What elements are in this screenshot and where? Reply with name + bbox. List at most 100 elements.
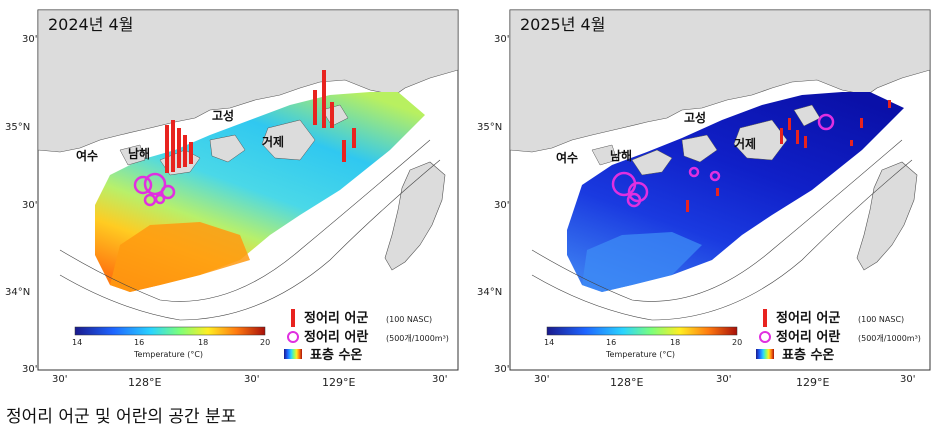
lon-ticks: 30' 128°E 30' 129°E 30' — [534, 374, 915, 389]
lon-tick: 129°E — [322, 376, 355, 389]
egg-legend-symbol — [759, 331, 771, 343]
panel-title: 2025년 4월 — [520, 15, 605, 34]
colorbar-ticks: 14 16 18 20 — [72, 338, 270, 347]
lon-tick: 30' — [716, 374, 731, 385]
land-mainland — [38, 10, 458, 153]
egg-circle — [154, 193, 166, 205]
map-2024: 2024년 4월 여수 남해 고성 거제 30' 35°N 30' 34°N 3… — [5, 9, 459, 389]
isobath — [531, 159, 913, 321]
sst-legend-label: 표층 수온 — [310, 347, 362, 363]
isobath — [531, 139, 903, 302]
school-bar — [780, 128, 783, 144]
school-bar — [322, 70, 326, 128]
school-bar — [804, 136, 807, 148]
sst-legend-symbol — [756, 349, 774, 359]
egg-circle — [160, 184, 176, 200]
sst-legend-label: 표층 수온 — [782, 347, 834, 363]
map-panel-2024: 2024년 4월 여수 남해 고성 거제 30' 35°N 30' 34°N 3… — [0, 0, 460, 390]
lat-tick: 30' — [494, 364, 509, 375]
school-bar — [850, 140, 853, 146]
lon-tick: 128°E — [128, 376, 161, 389]
egg-circle — [817, 113, 835, 131]
school-legend-label: 정어리 어군 — [304, 310, 368, 326]
sst-warm-core — [110, 222, 250, 292]
school-bar — [165, 125, 169, 173]
egg-legend-unit: (500개/1000m³) — [858, 333, 921, 343]
egg-circle — [143, 172, 167, 196]
place-geoje: 거제 — [734, 136, 756, 151]
school-bar — [686, 200, 689, 212]
land-tsushima — [384, 161, 446, 271]
lon-tick: 128°E — [610, 376, 643, 389]
school-bar — [342, 140, 346, 162]
isobath — [59, 159, 441, 321]
colorbar-tick: 16 — [134, 338, 144, 347]
lon-tick: 30' — [534, 374, 549, 385]
school-bar — [716, 188, 719, 196]
school-legend-unit: (100 NASC) — [858, 315, 904, 324]
egg-circle — [627, 181, 649, 203]
lat-tick: 35°N — [5, 122, 30, 133]
egg-circle — [709, 170, 721, 182]
school-bar — [860, 118, 863, 128]
egg-circle — [688, 166, 700, 178]
place-namhae: 남해 — [128, 146, 150, 161]
figure-caption: 정어리 어군 및 어란의 공간 분포 — [6, 407, 237, 427]
colorbar — [546, 326, 738, 336]
lat-ticks: 30' 35°N 30' 34°N 30' — [5, 34, 37, 375]
lon-tick: 30' — [52, 374, 67, 385]
place-namhae: 남해 — [610, 148, 632, 163]
place-geoje: 거제 — [262, 134, 284, 149]
panel-title: 2024년 4월 — [48, 15, 133, 34]
land-mainland — [510, 10, 930, 153]
lat-tick: 34°N — [477, 287, 502, 298]
school-bar — [171, 120, 175, 172]
colorbar-tick: 20 — [260, 338, 270, 347]
egg-legend-label: 정어리 어란 — [776, 329, 840, 345]
school-legend-unit: (100 NASC) — [386, 315, 432, 324]
school-bar — [788, 118, 791, 130]
egg-legend-label: 정어리 어란 — [304, 329, 368, 345]
sst-mild-patch — [582, 232, 702, 292]
lon-ticks: 30' 128°E 30' 129°E 30' — [52, 374, 447, 389]
colorbar-tick: 14 — [72, 338, 82, 347]
lat-tick: 30' — [22, 34, 37, 45]
school-bar — [189, 142, 193, 164]
egg-legend-unit: (500개/1000m³) — [386, 333, 449, 343]
school-legend-symbol — [763, 309, 767, 327]
colorbar-title: Temperature (°C) — [605, 350, 675, 359]
place-yeosu: 여수 — [556, 150, 578, 165]
lat-tick: 30' — [22, 200, 37, 211]
school-bar — [888, 100, 891, 108]
school-bar — [313, 90, 317, 125]
school-bars-2025 — [686, 100, 891, 212]
school-bar — [183, 135, 187, 167]
lon-tick: 129°E — [796, 376, 829, 389]
lat-tick: 34°N — [5, 287, 30, 298]
place-yeosu: 여수 — [76, 148, 98, 163]
colorbar — [74, 326, 266, 336]
place-goseong: 고성 — [212, 109, 234, 123]
school-legend-label: 정어리 어군 — [776, 310, 840, 326]
egg-circle — [626, 192, 642, 208]
lon-tick: 30' — [244, 374, 259, 385]
egg-circles-2024 — [133, 172, 176, 207]
coastal-islands — [591, 104, 821, 176]
lat-tick: 35°N — [477, 122, 502, 133]
colorbar-tick: 16 — [606, 338, 616, 347]
school-bar — [352, 128, 356, 148]
lon-tick: 30' — [900, 374, 915, 385]
land-tsushima — [856, 161, 918, 271]
lat-ticks: 30' 35°N 30' 34°N 30' — [477, 34, 509, 375]
colorbar-tick: 18 — [198, 338, 208, 347]
egg-circles-2025 — [611, 113, 835, 208]
egg-legend-symbol — [287, 331, 299, 343]
lon-tick: 30' — [432, 374, 447, 385]
place-goseong: 고성 — [684, 111, 706, 125]
sst-legend-symbol — [284, 349, 302, 359]
school-bar — [330, 102, 334, 128]
colorbar-tick: 14 — [544, 338, 554, 347]
school-bar — [796, 130, 799, 144]
map-panel-2025: 2025년 4월 여수 남해 고성 거제 30' 35°N 30' 34°N 3… — [472, 0, 932, 390]
map-2025: 2025년 4월 여수 남해 고성 거제 30' 35°N 30' 34°N 3… — [477, 9, 931, 389]
